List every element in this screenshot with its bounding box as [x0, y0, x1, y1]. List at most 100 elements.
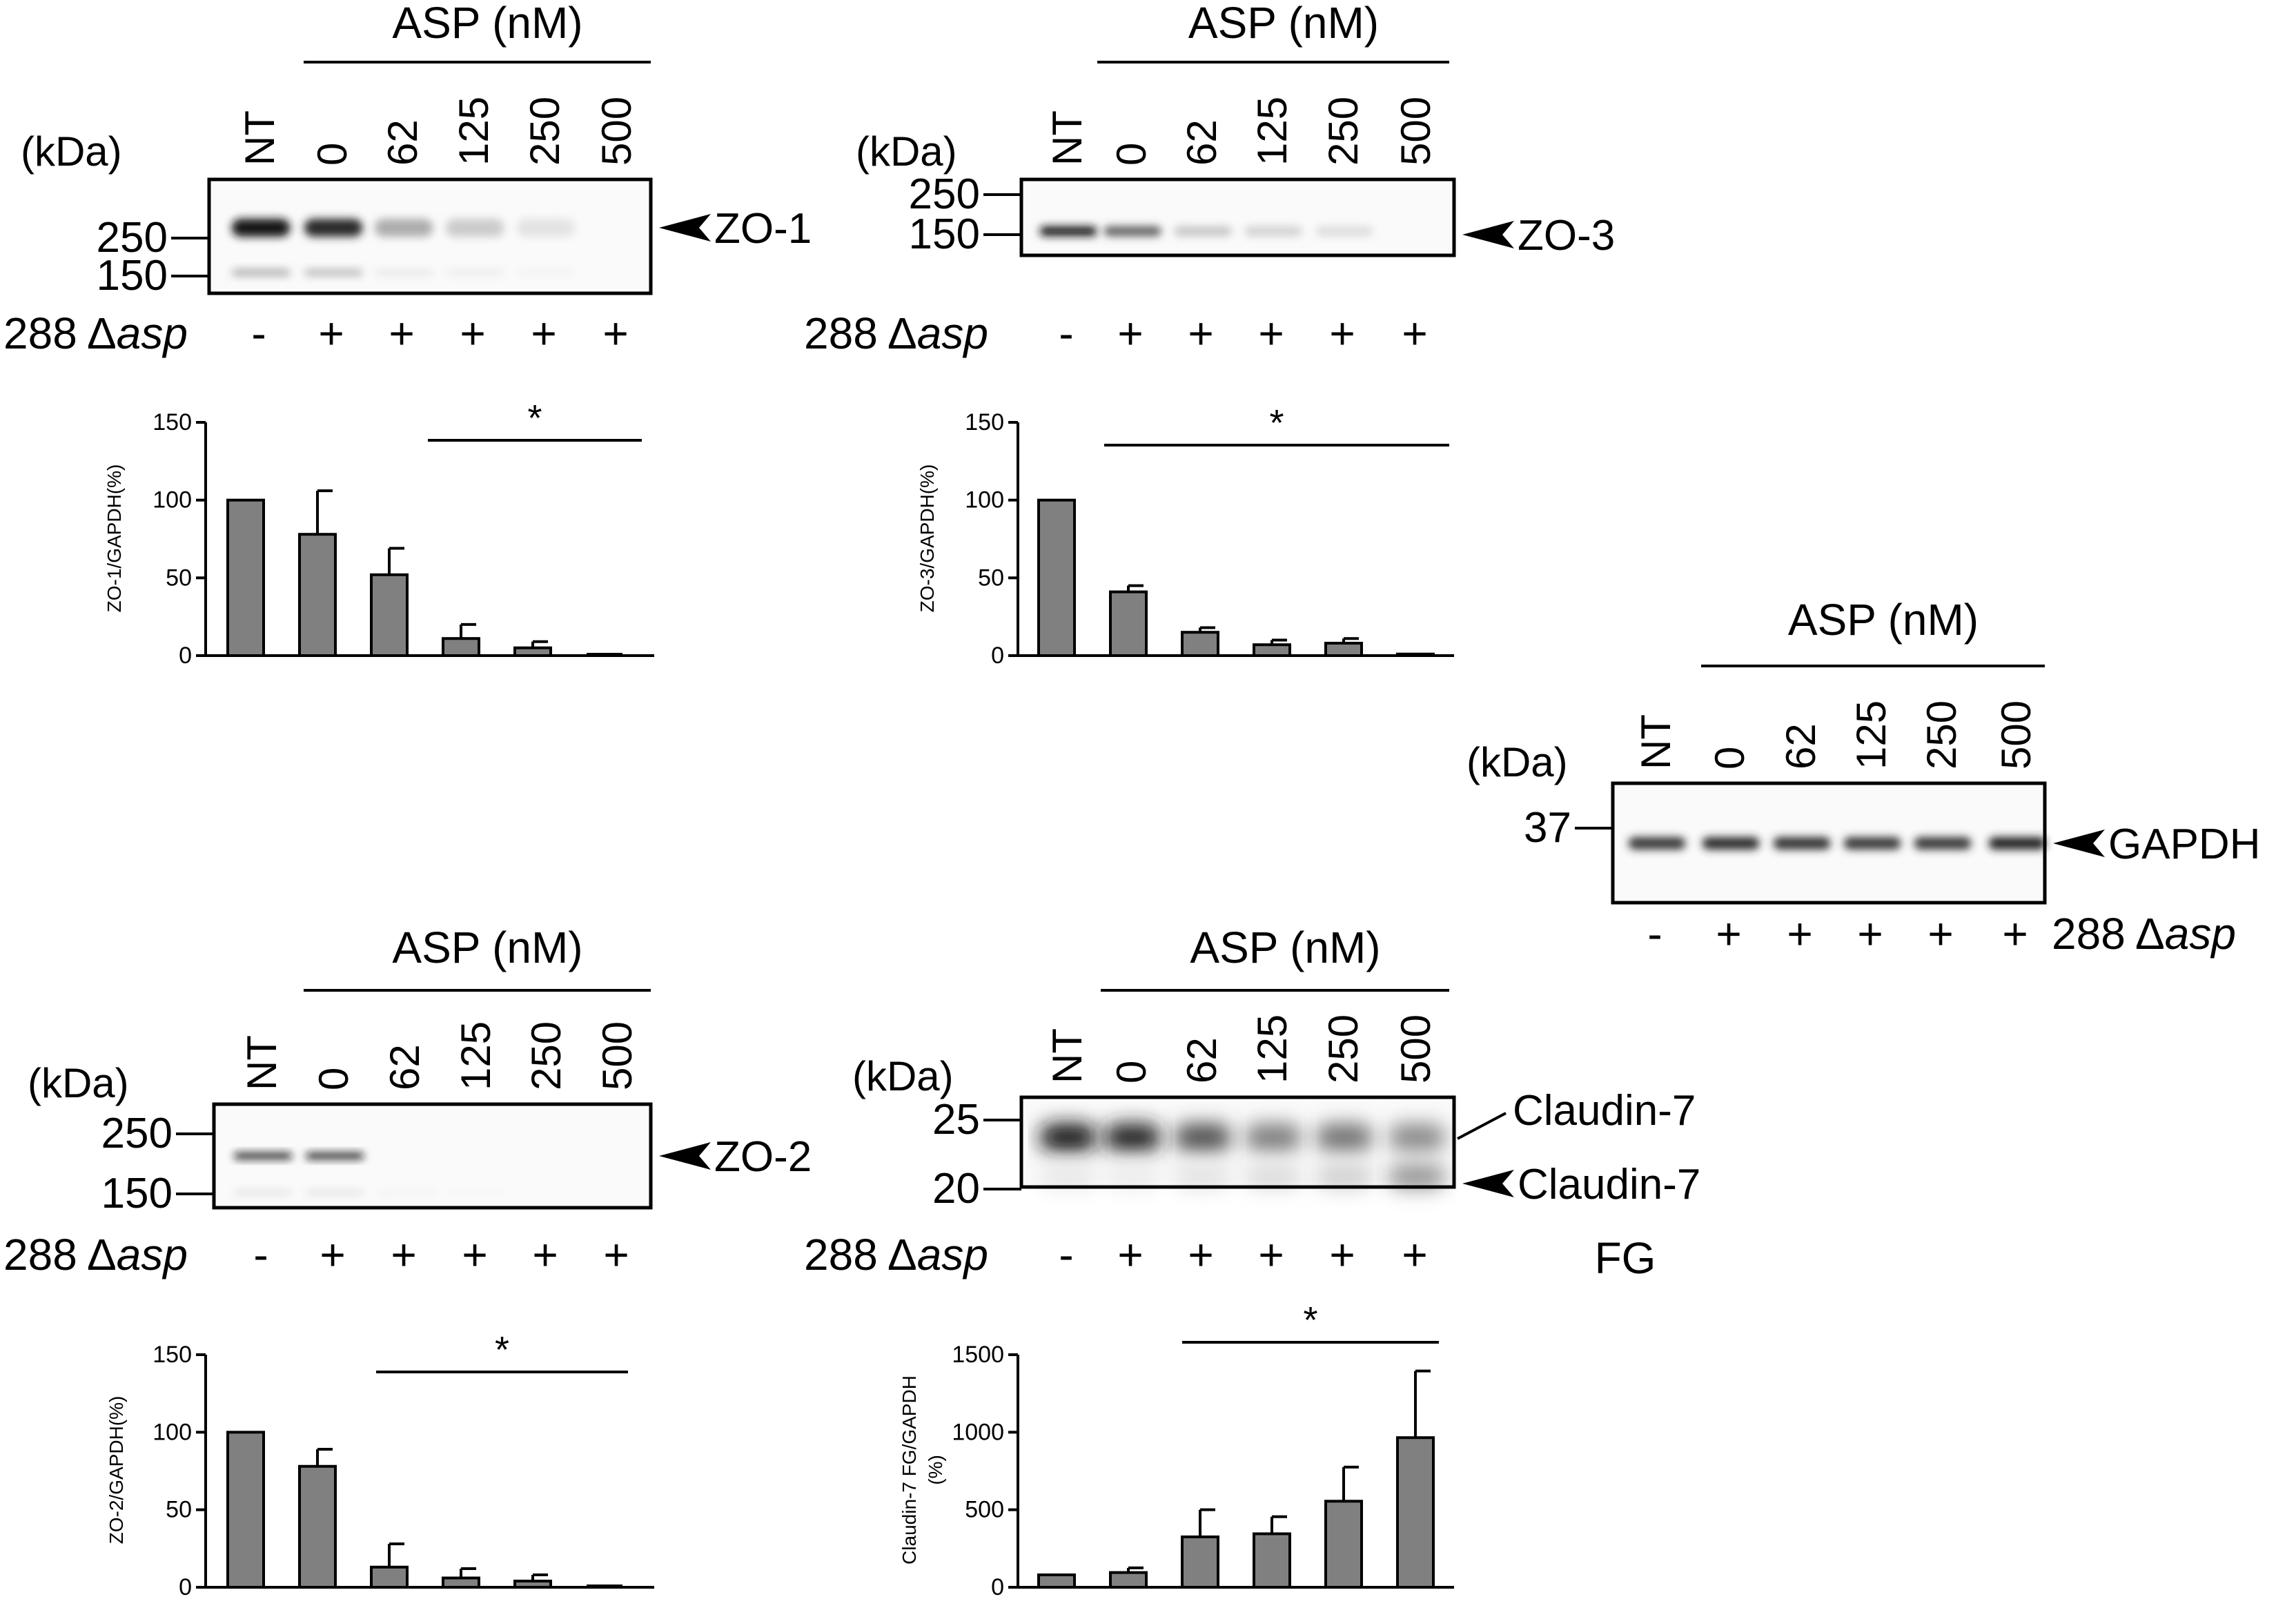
- bar: [1109, 1571, 1148, 1589]
- marker-label: 250: [909, 170, 980, 218]
- protein-band: [304, 219, 363, 237]
- treatment-sign: +: [391, 1230, 416, 1279]
- lane-label: 250: [523, 1021, 569, 1090]
- treatment-sign: +: [1402, 308, 1427, 358]
- protein-band: [1914, 837, 1972, 850]
- bar: [1253, 1532, 1291, 1589]
- protein-band: [445, 219, 504, 237]
- treatment-sign: +: [602, 308, 628, 358]
- protein-band: [518, 1190, 576, 1195]
- treatment-sign: -: [253, 1230, 268, 1279]
- protein-band: [1315, 1164, 1373, 1189]
- lane-label: 500: [1993, 700, 2039, 769]
- lane-label: NT: [1044, 110, 1090, 166]
- blot-frame: [207, 177, 653, 295]
- lane-label: 62: [1778, 723, 1824, 769]
- protein-band: [306, 1152, 364, 1159]
- lane-label: 250: [1320, 1014, 1366, 1083]
- protein-band: [1103, 226, 1161, 236]
- lane-label: 62: [380, 119, 426, 166]
- marker-label: 37: [1524, 804, 1571, 852]
- protein-band: [1988, 837, 2046, 850]
- y-tick-label: 0: [179, 642, 192, 669]
- treatment-sign: +: [462, 1230, 487, 1279]
- bar-chart-3: 0 50 100 150 ZO-2/GAPDH(%) *: [106, 1329, 654, 1599]
- blot-header-gapdh: ASP (nM): [1788, 595, 1979, 645]
- treatment-sign: +: [1329, 1230, 1355, 1279]
- bar: [226, 498, 265, 658]
- bar: [370, 573, 409, 657]
- protein-band: [1244, 1164, 1302, 1189]
- protein-band: [304, 269, 363, 276]
- lane-label: 500: [593, 97, 640, 166]
- bar-chart-1: 0 50 100 150 ZO-1/GAPDH(%) *: [104, 398, 654, 669]
- y-tick-label: 500: [965, 1497, 1004, 1523]
- treatment-sign: +: [1117, 308, 1143, 358]
- y-axis-label: Claudin-7 FG/GAPDH: [899, 1375, 920, 1564]
- lane-label: 125: [453, 1021, 499, 1090]
- lane-label: 500: [1393, 97, 1439, 166]
- lane-label: 62: [382, 1044, 428, 1090]
- protein-band: [445, 269, 504, 276]
- y-axis-label-unit: (%): [925, 1455, 946, 1485]
- treatment-prefix: 288 Δ: [2052, 909, 2165, 959]
- treatment-prefix: 288 Δ: [3, 1230, 117, 1279]
- lane-label: 0: [311, 1068, 357, 1090]
- bar: [370, 1565, 409, 1589]
- bar: [1181, 631, 1219, 658]
- protein-band: [231, 219, 291, 237]
- bar-chart-2: 0 50 100 150 ZO-3/GAPDH(%) *: [916, 402, 1454, 669]
- protein-band: [1773, 837, 1831, 850]
- lane-label: NT: [237, 110, 283, 166]
- marker-label: 150: [97, 252, 168, 300]
- treatment-italic: asp: [117, 308, 188, 358]
- treatment-sign: +: [318, 308, 344, 358]
- marker-label: 25: [932, 1096, 980, 1144]
- protein-band: [1039, 1124, 1097, 1151]
- treatment-italic: asp: [917, 308, 988, 358]
- y-tick-label: 100: [153, 487, 192, 513]
- y-tick-label: 1000: [952, 1419, 1004, 1445]
- treatment-sign: -: [1059, 308, 1073, 358]
- blot-frame: [212, 1102, 653, 1210]
- kda-label: (kDa): [852, 1053, 954, 1099]
- protein-band: [1843, 837, 1901, 850]
- marker-label: 20: [932, 1165, 980, 1213]
- blot-header-cld7: ASP (nM): [1190, 923, 1380, 972]
- y-axis-label: ZO-3/GAPDH(%): [916, 464, 938, 613]
- kda-label: (kDa): [21, 128, 122, 175]
- protein-band: [1388, 1124, 1446, 1151]
- protein-band: [1039, 226, 1097, 236]
- treatment-italic: asp: [2165, 909, 2236, 959]
- target-label: GAPDH: [2108, 821, 2260, 868]
- protein-band: [234, 1152, 292, 1159]
- treatment-label: 288 Δasp: [804, 308, 988, 358]
- arrowhead-icon: [1462, 1170, 1514, 1197]
- y-tick-label: 0: [991, 1574, 1004, 1599]
- protein-band: [516, 269, 576, 276]
- treatment-sign: -: [1647, 909, 1662, 959]
- treatment-label: 288 Δasp: [3, 308, 188, 358]
- bar: [298, 1464, 337, 1589]
- treatment-label: 288 Δasp: [804, 1230, 988, 1279]
- kda-label: (kDa): [1466, 739, 1568, 785]
- arrowhead-icon: [2053, 830, 2105, 857]
- y-tick-label: 50: [978, 565, 1004, 591]
- protein-band: [1039, 1164, 1097, 1189]
- bar: [1109, 590, 1148, 658]
- blot-panel-zo2: ASP (nM)NT 0 62 125 250 500(kDa)250150ZO-2288…: [3, 923, 812, 1279]
- bar: [1253, 643, 1291, 658]
- protein-band: [374, 219, 433, 237]
- treatment-sign: +: [460, 308, 485, 358]
- treatment-sign: +: [1258, 308, 1284, 358]
- y-tick-label: 0: [179, 1574, 192, 1599]
- protein-band: [1244, 1124, 1302, 1151]
- treatment-sign: +: [603, 1230, 629, 1279]
- y-tick-label: 1500: [952, 1342, 1004, 1368]
- protein-band: [1103, 1164, 1161, 1189]
- y-tick-label: 0: [991, 642, 1004, 669]
- blot-header-zo3: ASP (nM): [1188, 0, 1379, 48]
- bar: [442, 1576, 480, 1589]
- protein-band: [306, 1190, 364, 1195]
- target-pointer-line: [1457, 1112, 1507, 1140]
